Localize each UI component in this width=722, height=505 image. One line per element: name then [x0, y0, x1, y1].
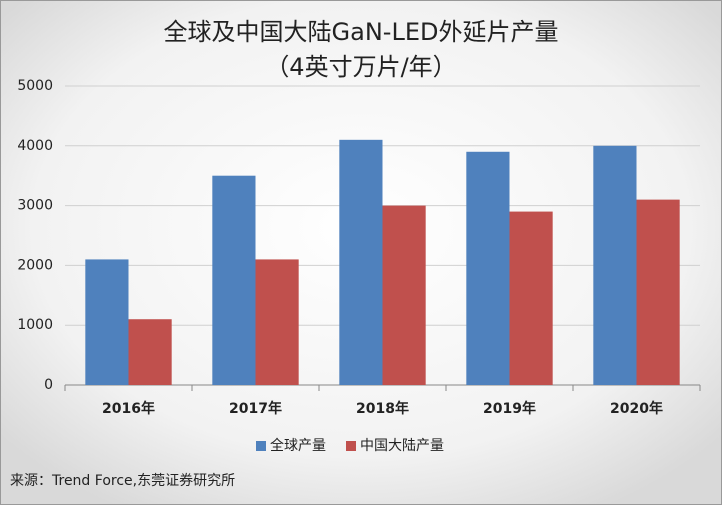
x-tick-label: 2020年 — [610, 400, 663, 417]
bar — [128, 319, 172, 385]
bar — [593, 145, 637, 385]
bar — [466, 151, 510, 385]
y-tick-label: 4000 — [17, 138, 53, 154]
source-note: 来源：Trend Force,东莞证券研究所 — [10, 473, 235, 489]
x-tick-label: 2017年 — [229, 400, 282, 417]
x-tick-label: 2016年 — [102, 400, 155, 417]
legend-swatch — [346, 441, 356, 451]
bar — [85, 259, 129, 385]
y-tick-label: 5000 — [17, 78, 53, 94]
legend-label: 全球产量 — [270, 437, 326, 454]
y-tick-label: 0 — [44, 377, 53, 393]
legend-swatch — [256, 441, 266, 451]
y-tick-label: 1000 — [17, 317, 53, 333]
y-tick-label: 3000 — [17, 198, 53, 214]
bar — [255, 259, 299, 385]
bar — [339, 139, 383, 385]
legend-label: 中国大陆产量 — [360, 438, 444, 454]
bar — [382, 205, 426, 385]
x-tick-label: 2019年 — [483, 400, 536, 417]
y-tick-label: 2000 — [17, 257, 53, 273]
bar — [212, 175, 256, 385]
chart-subtitle: （4英寸万片/年） — [265, 53, 456, 81]
bar — [636, 199, 680, 385]
chart-title: 全球及中国大陆GaN-LED外延片产量 — [164, 18, 559, 46]
x-tick-label: 2018年 — [356, 400, 409, 417]
bar — [509, 211, 553, 385]
